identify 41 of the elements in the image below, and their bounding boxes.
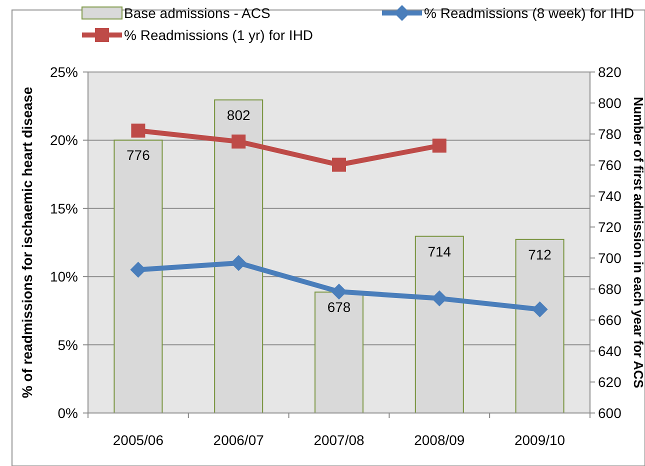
legend-label: Base admissions - ACS xyxy=(124,5,270,21)
point xyxy=(130,262,146,278)
data-label: 678 xyxy=(327,299,351,316)
point xyxy=(131,124,146,138)
data-label: 776 xyxy=(126,147,150,164)
y2-tick-label: 780 xyxy=(598,126,622,142)
y2-tick-label: 820 xyxy=(598,64,622,80)
y-tick-label: 15% xyxy=(50,200,78,216)
x-tick-label: 2009/10 xyxy=(514,432,566,448)
y2-tick-label: 740 xyxy=(598,188,622,204)
y-tick-label: 10% xyxy=(50,268,78,285)
point xyxy=(432,138,446,153)
x-tick-label: 2007/08 xyxy=(314,432,365,448)
data-label: 802 xyxy=(226,106,250,123)
y-tick-label: 5% xyxy=(58,336,78,353)
point xyxy=(532,301,548,318)
y2-tick-label: 660 xyxy=(598,312,622,328)
y2-tick-label: 720 xyxy=(598,219,622,235)
y-axis-title: % of readmissions for ischaemic heart disease xyxy=(19,86,35,398)
y2-tick-label: 800 xyxy=(598,95,622,111)
point xyxy=(332,158,346,172)
point xyxy=(331,284,347,300)
y2-tick-label: 680 xyxy=(598,281,622,297)
y-tick-label: 25% xyxy=(50,64,78,80)
y2-tick-label: 760 xyxy=(598,157,622,173)
x-tick-label: 2005/06 xyxy=(112,432,164,448)
y-tick-label: 20% xyxy=(50,132,78,148)
y2-tick-label: 700 xyxy=(598,250,622,266)
data-label: 714 xyxy=(428,243,452,260)
point xyxy=(232,134,246,149)
y2-axis-title: Number of first admission in each year for ACS xyxy=(631,96,645,389)
y2-tick-label: 600 xyxy=(598,405,622,421)
data-label: 712 xyxy=(528,246,552,262)
y2-tick-label: 620 xyxy=(598,374,622,390)
legend-label: % Readmissions (8 week) for IHD xyxy=(424,5,634,21)
x-tick-label: 2006/07 xyxy=(213,432,264,448)
x-tick-label: 2008/09 xyxy=(414,432,465,448)
legend-label: % Readmissions (1 yr) for IHD xyxy=(124,27,314,43)
point xyxy=(230,254,247,271)
y2-tick-label: 640 xyxy=(598,343,622,359)
y-tick-label: 0% xyxy=(58,405,78,421)
